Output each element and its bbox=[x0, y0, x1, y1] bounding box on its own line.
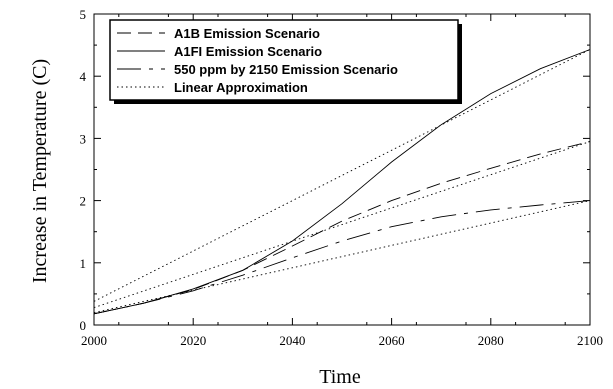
series-line-0 bbox=[93, 141, 591, 315]
x-tick-label: 2100 bbox=[577, 333, 603, 348]
legend: A1B Emission Scenario A1FI Emission Scena… bbox=[109, 19, 462, 104]
series-line-3-0 bbox=[93, 49, 591, 302]
legend-label-1: A1FI Emission Scenario bbox=[174, 44, 322, 59]
x-axis-title: Time bbox=[319, 366, 361, 388]
legend-label-3: Linear Approximation bbox=[174, 80, 308, 95]
y-tick-label: 1 bbox=[80, 256, 87, 271]
y-tick-label: 2 bbox=[80, 194, 87, 209]
series-line-3-2 bbox=[93, 200, 591, 314]
x-tick-label: 2080 bbox=[478, 333, 504, 348]
x-tick-label: 2040 bbox=[279, 333, 305, 348]
x-tick-label: 2000 bbox=[81, 333, 107, 348]
legend-label-2: 550 ppm by 2150 Emission Scenario bbox=[174, 62, 398, 77]
y-tick-label: 3 bbox=[80, 131, 87, 146]
x-tick-label: 2060 bbox=[379, 333, 405, 348]
y-axis-title: Increase in Temperature (C) bbox=[29, 59, 51, 283]
series-line-3-1 bbox=[93, 141, 591, 309]
legend-label-0: A1B Emission Scenario bbox=[174, 26, 320, 41]
y-tick-label: 0 bbox=[80, 318, 87, 333]
y-tick-label: 5 bbox=[80, 7, 87, 22]
series-line-1 bbox=[93, 49, 591, 315]
axis-ticks bbox=[93, 13, 591, 326]
y-tick-label: 4 bbox=[80, 69, 87, 84]
tick-labels: 2000 2020 2040 2060 2080 2100 0 1 2 3 4 5 bbox=[80, 7, 604, 348]
x-tick-label: 2020 bbox=[180, 333, 206, 348]
plot-lines bbox=[93, 49, 591, 315]
legend-box bbox=[109, 19, 459, 101]
